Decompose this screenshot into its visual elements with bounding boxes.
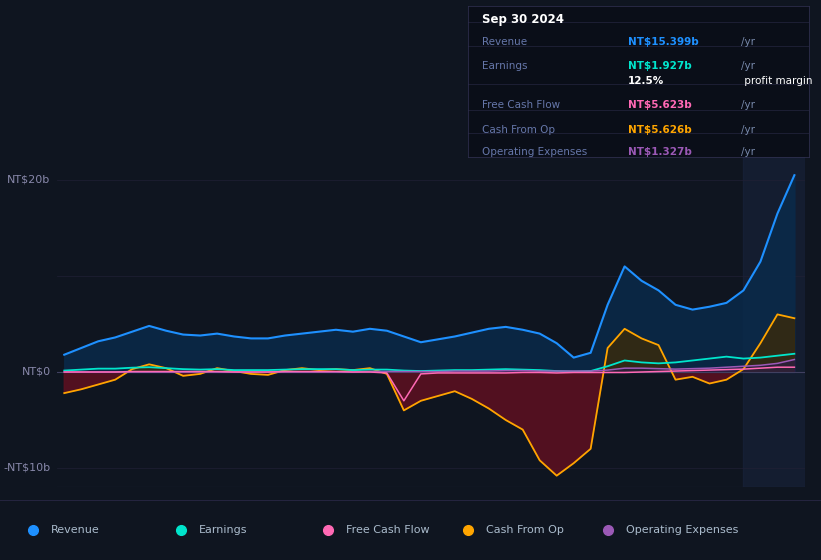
- Text: NT$15.399b: NT$15.399b: [628, 37, 699, 47]
- Bar: [744, 151, 805, 487]
- Text: Earnings: Earnings: [199, 525, 247, 535]
- Text: Cash From Op: Cash From Op: [482, 124, 555, 134]
- Text: Cash From Op: Cash From Op: [486, 525, 564, 535]
- Text: Operating Expenses: Operating Expenses: [626, 525, 738, 535]
- Text: Revenue: Revenue: [482, 37, 527, 47]
- Text: /yr: /yr: [741, 147, 754, 157]
- Text: /yr: /yr: [741, 100, 754, 110]
- Text: NT$0: NT$0: [21, 367, 51, 377]
- Text: NT$1.327b: NT$1.327b: [628, 147, 692, 157]
- Text: NT$5.623b: NT$5.623b: [628, 100, 692, 110]
- Text: NT$20b: NT$20b: [7, 175, 51, 185]
- Text: NT$5.626b: NT$5.626b: [628, 124, 692, 134]
- Text: Free Cash Flow: Free Cash Flow: [346, 525, 430, 535]
- Text: Revenue: Revenue: [51, 525, 99, 535]
- Text: Operating Expenses: Operating Expenses: [482, 147, 587, 157]
- Text: /yr: /yr: [741, 124, 754, 134]
- Text: -NT$10b: -NT$10b: [3, 463, 51, 473]
- Text: /yr: /yr: [741, 61, 754, 71]
- Text: Free Cash Flow: Free Cash Flow: [482, 100, 560, 110]
- Text: /yr: /yr: [741, 37, 754, 47]
- Text: Sep 30 2024: Sep 30 2024: [482, 13, 563, 26]
- Text: NT$1.927b: NT$1.927b: [628, 61, 692, 71]
- Text: Earnings: Earnings: [482, 61, 527, 71]
- Text: 12.5%: 12.5%: [628, 76, 664, 86]
- Text: profit margin: profit margin: [741, 76, 812, 86]
